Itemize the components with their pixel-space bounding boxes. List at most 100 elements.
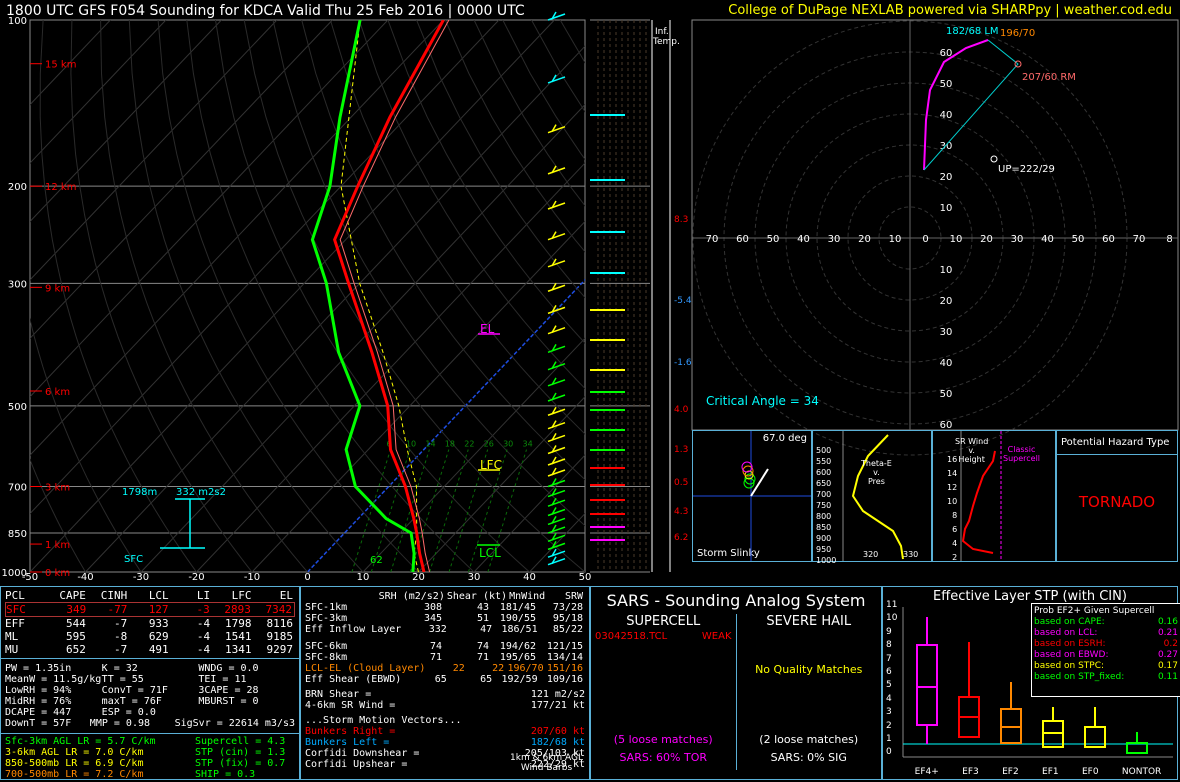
credit-text: College of DuPage NEXLAB powered via SHA… (728, 3, 1172, 18)
prob-label: based on EBWD: (1034, 650, 1109, 660)
rm-marker (1014, 60, 1022, 68)
sars-match-row: 03042518.TCL WEAK (591, 629, 736, 644)
inf-value: -5.4 (674, 296, 692, 306)
parcel-cell: 9297 (266, 643, 293, 656)
sars-sig: SARS: 0% SIG (770, 751, 847, 764)
kin-rows: SFC-1km 308 43 181/45 73/28 SFC-3km 345 51 190/5… (305, 602, 585, 685)
parcel-cell: 1798 (225, 617, 252, 630)
wind-barb-flag (551, 456, 557, 465)
sars-body: SUPERCELL 03042518.TCL WEAK (5 loose mat… (591, 614, 881, 770)
index-cell: LowRH = 94% (5, 685, 72, 696)
hodo-ring-label: 60 (940, 48, 953, 59)
wind-barb (547, 421, 566, 430)
index-cell: DCAPE = 447 (5, 707, 72, 718)
kinematics-table: SRH (m2/s2) Shear (kt) MnWind SRW SFC-1k… (301, 587, 589, 774)
brn-row: BRN Shear = 121 m2/s2 (305, 689, 585, 700)
index-row: MeanW = 11.5g/kg TT = 55 TEI = 11 (5, 674, 295, 685)
hodo-axis-label: 10 (889, 234, 902, 245)
isotherm (30, 20, 444, 456)
kin-cell: SFC-6km (305, 641, 348, 652)
stp-y-tick: 4 (886, 693, 892, 704)
temperature-tick: 0 (304, 572, 310, 583)
prob-value: 0.17 (1157, 661, 1178, 671)
wind-barb (547, 542, 566, 551)
kin-cell: 74 (429, 641, 442, 652)
kin-cell: SFC-8km (305, 652, 348, 663)
index-cell: DownT = 57F (5, 718, 72, 729)
prob-row: based on CAPE: 0.16 (1034, 617, 1178, 628)
prob-row: based on EBWD: 0.27 (1034, 650, 1178, 661)
kin-cell: 194/62 (499, 641, 536, 652)
wind-barb (547, 125, 566, 134)
hodo-axis-label: 8 (1166, 234, 1172, 245)
kin-cell: 192/59 (501, 674, 538, 685)
kin-row: Eff Inflow Layer 332 47 186/51 85/22 (305, 624, 585, 635)
parcel-cell: 933 (148, 617, 169, 630)
slinky-angle: 67.0 deg (762, 433, 807, 444)
parcel-trace (340, 20, 419, 572)
dry-adiabat (128, 20, 364, 572)
wind-barb (547, 260, 566, 268)
motion-value: 182/68 kt (530, 737, 585, 748)
index-cell: 3CAPE = 28 (198, 685, 259, 696)
kin-cell: 109/16 (546, 674, 584, 685)
kin-cell: 71 (476, 652, 489, 663)
lm-label: 182/68 LM (946, 26, 999, 37)
prob-title: Prob EF2+ Given Supercell (1034, 606, 1155, 616)
wind-barb (547, 469, 566, 477)
wind-barb-flag (551, 200, 557, 209)
prob-value: 0.21 (1157, 628, 1178, 638)
sars-no-matches: No Quality Matches (755, 663, 863, 676)
lapse-rate: 850-500mb LR = 6.9 C/km (5, 758, 144, 769)
theta-e-plot (842, 431, 904, 561)
theta-y-tick: 500 (816, 446, 832, 455)
hodo-ring-label: 20 (940, 296, 953, 307)
kin-cell: 73/28 (552, 602, 583, 613)
composite-index: STP (fix) = 0.7 (195, 758, 286, 769)
composite-indices: Supercell = 4.3 STP (cin) = 1.3 STP (fix) … (195, 736, 295, 780)
theta-y-tick: 800 (816, 512, 832, 521)
parcel-cell: -7 (114, 643, 128, 656)
index-cell: ESP = 0.0 (101, 707, 156, 718)
parcel-row: EFF 544 -7 933 -4 1798 8116 (5, 617, 295, 630)
hazard-panel: Potential Hazard Type TORNADO (1056, 430, 1178, 562)
height-label: 15 km (45, 60, 76, 71)
hodo-axis-label: 40 (1041, 234, 1054, 245)
kin-cell: 181/45 (499, 602, 536, 613)
isotherm (473, 454, 585, 572)
stp-category: EF2 (1002, 767, 1019, 777)
hodo-ring-label: 60 (940, 420, 953, 431)
index-cell: MeanW = 11.5g/kg (5, 674, 102, 685)
stp-plot (902, 607, 1173, 758)
lapse-section: Sfc-3km AGL LR = 5.7 C/km 3-6km AGL LR = … (1, 733, 299, 782)
wind-barb-flag (551, 165, 557, 174)
inferred-temp-column: 8.3 -5.4 -1.6 4.0 1.3 0.5 4.3 6.2 (590, 20, 692, 572)
prob-label: based on CAPE: (1034, 617, 1105, 627)
index-cell (198, 707, 295, 718)
col-cape: CAPE (59, 589, 86, 602)
composite-index: Supercell = 4.3 (195, 736, 286, 747)
dry-adiabat (416, 20, 585, 299)
sr-y-tick: 6 (952, 525, 958, 534)
kin-row: SFC-8km 71 71 195/65 134/14 (305, 652, 585, 663)
mixing-ratio-label: 22 (464, 440, 474, 449)
isotherm (30, 20, 555, 572)
kin-cell: 22 (452, 663, 465, 674)
isotherm (362, 337, 585, 572)
up-marker (990, 155, 998, 163)
wind-barb-flag (551, 361, 557, 370)
sr-wind-note: Classic Supercell (1003, 445, 1041, 463)
parcel-cell: -4 (196, 643, 211, 656)
parcel-rows: SFC 349 -77 127 -3 2893 7342 EFF 544 -7 933 -4 1798 8… (5, 602, 295, 656)
kin-cell: LCL-EL (Cloud Layer) (305, 663, 426, 674)
inf-value: 0.5 (674, 478, 688, 488)
sars-loose-left: (5 loose matches) (613, 733, 713, 746)
sars-supercell-title: SUPERCELL (626, 614, 701, 629)
wind-barb-flag (551, 548, 557, 557)
wind-barb-flag (551, 258, 557, 267)
index-cell: ConvT = 71F (101, 685, 168, 696)
index-row: DCAPE = 447 ESP = 0.0 (5, 707, 295, 718)
wind-barb (547, 508, 566, 517)
col-pcl: PCL (5, 589, 25, 602)
